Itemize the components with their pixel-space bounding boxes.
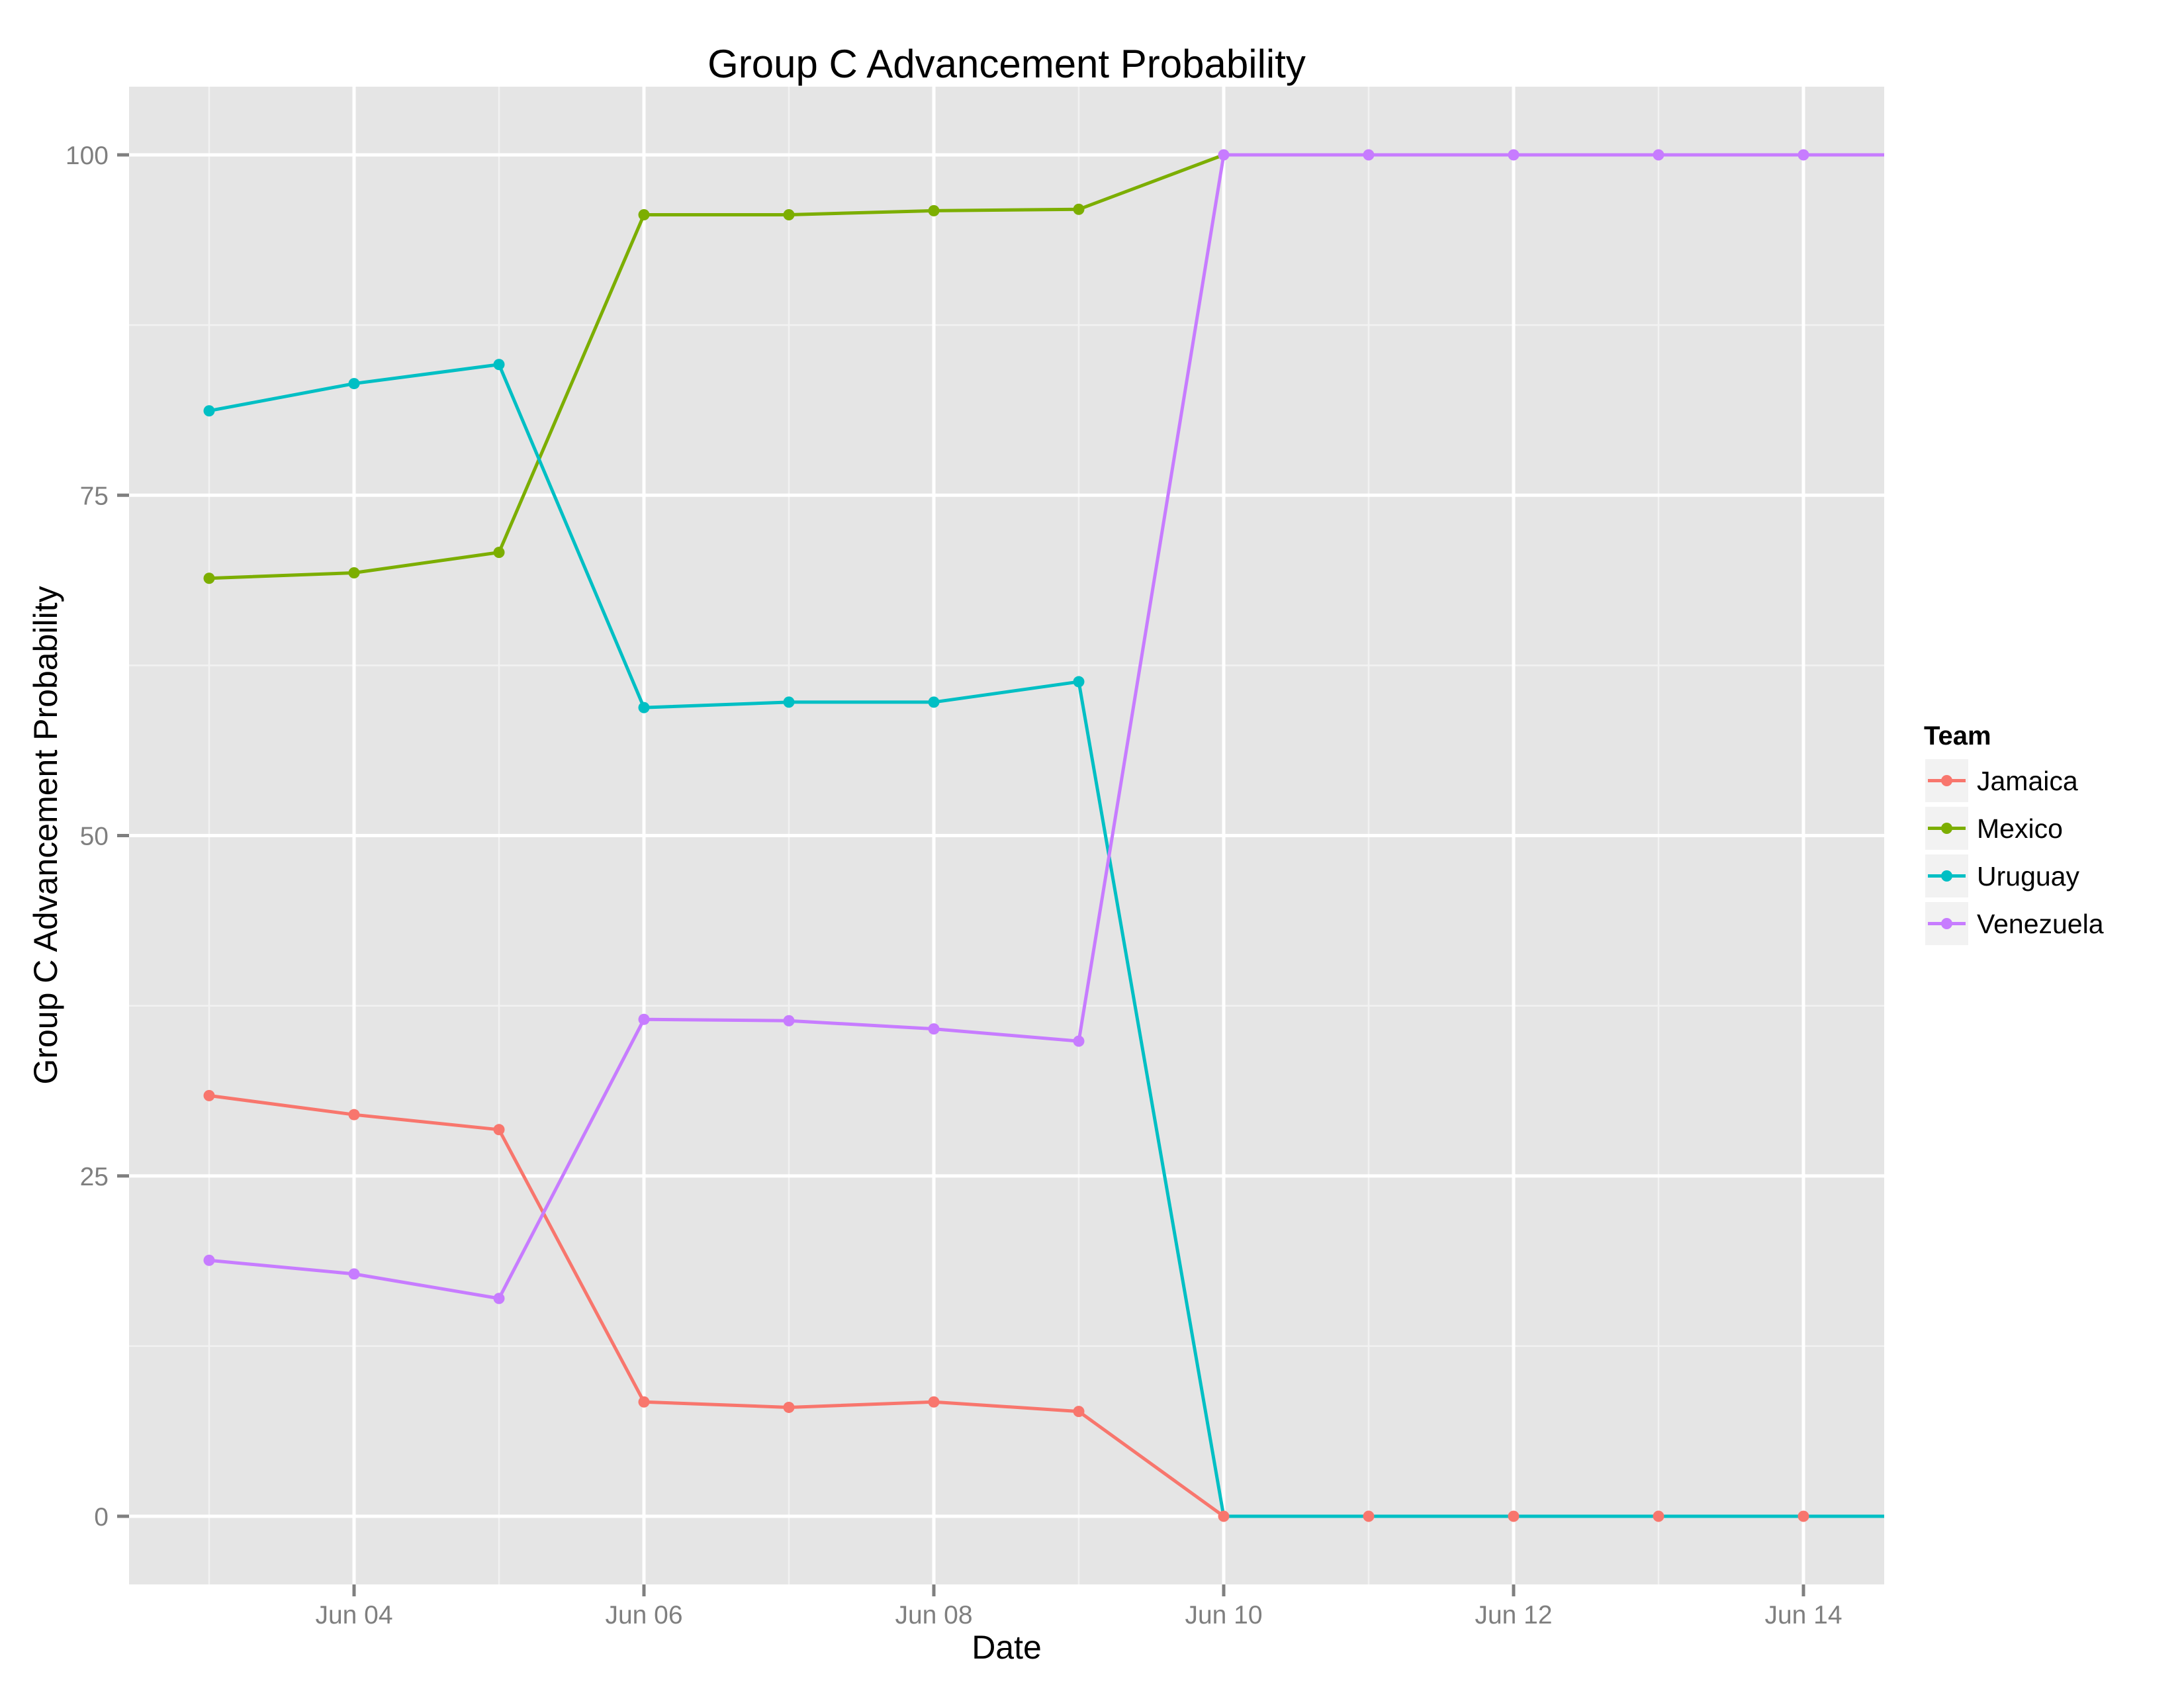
data-point-jamaica	[1218, 1510, 1230, 1522]
data-point-jamaica	[1653, 1510, 1664, 1522]
data-point-uruguay	[203, 405, 215, 417]
x-tick-label: Jun 06	[605, 1601, 682, 1629]
legend-point-icon	[1941, 775, 1952, 786]
data-point-uruguay	[493, 359, 505, 371]
legend-point-icon	[1941, 823, 1952, 834]
legend-point-icon	[1941, 918, 1952, 929]
data-point-venezuela	[638, 1013, 650, 1025]
y-tick-label: 25	[80, 1163, 109, 1191]
legend-item-uruguay: Uruguay	[1925, 854, 2079, 897]
data-point-venezuela	[203, 1254, 215, 1266]
x-axis: Jun 04 Jun 06 Jun 08 Jun 10 Jun 12 Jun 14	[315, 1584, 1843, 1629]
data-point-jamaica	[1073, 1406, 1085, 1418]
data-point-uruguay	[783, 696, 795, 708]
legend-item-venezuela: Venezuela	[1925, 902, 2104, 945]
data-point-venezuela	[1363, 149, 1375, 161]
legend-title: Team	[1924, 721, 1991, 751]
legend: Team Jamaica Mexico Uruguay Venezuela	[1924, 721, 2104, 945]
y-axis: 0 25 50 75 100	[66, 142, 129, 1531]
x-tick-label: Jun 10	[1185, 1601, 1262, 1629]
y-tick-label: 100	[66, 142, 109, 170]
data-point-venezuela	[1073, 1035, 1085, 1047]
legend-item-jamaica: Jamaica	[1925, 759, 2078, 802]
data-point-mexico	[928, 205, 940, 216]
data-point-uruguay	[1073, 676, 1085, 688]
data-point-mexico	[493, 547, 505, 559]
data-point-venezuela	[348, 1268, 360, 1280]
data-point-jamaica	[1363, 1510, 1375, 1522]
x-tick-label: Jun 04	[315, 1601, 392, 1629]
data-point-mexico	[1073, 203, 1085, 215]
x-tick-label: Jun 08	[895, 1601, 972, 1629]
x-tick-label: Jun 14	[1764, 1601, 1842, 1629]
series-points	[203, 149, 1809, 1522]
data-point-mexico	[203, 572, 215, 584]
data-point-venezuela	[1508, 149, 1520, 161]
data-point-jamaica	[638, 1396, 650, 1408]
data-point-venezuela	[493, 1293, 505, 1304]
data-point-mexico	[783, 209, 795, 221]
data-point-venezuela	[783, 1015, 795, 1027]
data-point-venezuela	[1797, 149, 1809, 161]
plot-panel	[129, 87, 1884, 1584]
legend-label: Venezuela	[1977, 909, 2104, 939]
x-axis-label: Date	[972, 1629, 1042, 1666]
y-tick-label: 0	[94, 1503, 109, 1531]
data-point-jamaica	[1508, 1510, 1520, 1522]
legend-items: Jamaica Mexico Uruguay Venezuela	[1925, 759, 2104, 945]
legend-label: Mexico	[1977, 813, 2063, 844]
x-tick-label: Jun 12	[1475, 1601, 1552, 1629]
data-point-venezuela	[928, 1023, 940, 1035]
data-point-uruguay	[928, 696, 940, 708]
data-point-jamaica	[493, 1124, 505, 1136]
data-point-mexico	[638, 209, 650, 221]
legend-label: Jamaica	[1977, 766, 2078, 796]
data-point-jamaica	[928, 1396, 940, 1408]
legend-label: Uruguay	[1977, 861, 2079, 891]
legend-point-icon	[1941, 870, 1952, 882]
y-axis-label: Group C Advancement Probability	[27, 586, 64, 1084]
data-point-jamaica	[1797, 1510, 1809, 1522]
y-tick-label: 75	[80, 482, 109, 510]
data-point-uruguay	[638, 702, 650, 713]
data-point-jamaica	[783, 1401, 795, 1413]
data-point-jamaica	[348, 1109, 360, 1120]
y-tick-label: 50	[80, 823, 109, 851]
data-point-venezuela	[1653, 149, 1664, 161]
legend-item-mexico: Mexico	[1925, 807, 2063, 850]
data-point-mexico	[348, 567, 360, 578]
data-point-venezuela	[1218, 149, 1230, 161]
data-point-jamaica	[203, 1089, 215, 1101]
chart-title: Group C Advancement Probability	[707, 42, 1306, 86]
data-point-uruguay	[348, 378, 360, 390]
